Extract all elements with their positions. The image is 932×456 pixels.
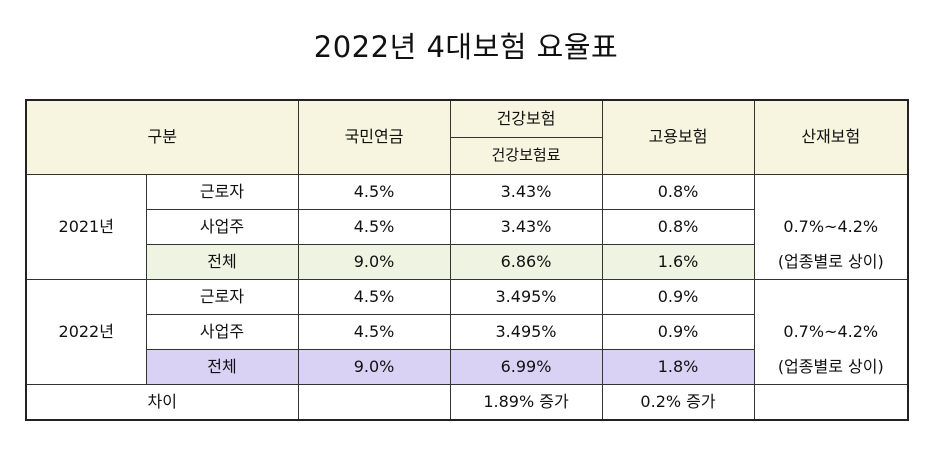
header-health-sub: 건강보험료	[449, 137, 603, 175]
health-cell-total: 6.86%	[449, 244, 603, 280]
health-cell: 3.495%	[449, 314, 603, 350]
industrial-rate-line1: 0.7%~4.2%	[753, 314, 909, 350]
industrial-empty-cell	[753, 174, 909, 210]
difference-pension	[297, 384, 451, 421]
role-cell-total: 전체	[145, 244, 299, 280]
table-row: 사업주 4.5% 3.43% 0.8% 0.7%~4.2%	[26, 209, 909, 245]
pension-cell-total: 9.0%	[297, 349, 451, 385]
role-cell-total: 전체	[145, 349, 299, 385]
pension-cell: 4.5%	[297, 279, 451, 315]
header-category: 구분	[25, 99, 299, 175]
industrial-rate-line1: 0.7%~4.2%	[753, 209, 909, 245]
difference-industrial	[753, 384, 909, 421]
header-employment: 고용보험	[601, 99, 755, 175]
difference-label: 차이	[25, 384, 299, 421]
employment-cell-total: 1.6%	[601, 244, 755, 280]
employment-cell: 0.9%	[601, 279, 755, 315]
employment-cell: 0.8%	[601, 209, 755, 245]
table-row-total: 전체 9.0% 6.99% 1.8% (업종별로 상이)	[26, 349, 909, 385]
role-cell: 근로자	[145, 279, 299, 315]
industrial-rate-line2: (업종별로 상이)	[753, 349, 909, 385]
difference-row: 차이 1.89% 증가 0.2% 증가	[25, 384, 909, 421]
pension-cell: 4.5%	[297, 209, 451, 245]
health-cell: 3.495%	[449, 279, 603, 315]
year-label: 2021년	[25, 174, 147, 280]
header-health-group: 건강보험	[449, 99, 603, 138]
role-cell: 사업주	[145, 209, 299, 245]
pension-cell: 4.5%	[297, 314, 451, 350]
table-row-total: 전체 9.0% 6.86% 1.6% (업종별로 상이)	[26, 244, 909, 280]
health-cell-total: 6.99%	[449, 349, 603, 385]
header-industrial: 산재보험	[753, 99, 909, 175]
difference-health: 1.89% 증가	[449, 384, 603, 421]
pension-cell-total: 9.0%	[297, 244, 451, 280]
role-cell: 근로자	[145, 174, 299, 210]
health-cell: 3.43%	[449, 174, 603, 210]
industrial-rate-line2: (업종별로 상이)	[753, 244, 909, 280]
year-label: 2022년	[25, 279, 147, 385]
industrial-empty-cell	[753, 279, 909, 315]
employment-cell: 0.9%	[601, 314, 755, 350]
insurance-rate-table: 구분 국민연금 건강보험 고용보험 산재보험 건강보험료 2021년 근로자 4…	[25, 99, 910, 421]
header-pension: 국민연금	[297, 99, 451, 175]
table-row: 사업주 4.5% 3.495% 0.9% 0.7%~4.2%	[26, 314, 909, 350]
page-title: 2022년 4대보험 요율표	[313, 30, 619, 64]
table-row: 2022년 근로자 4.5% 3.495% 0.9%	[25, 279, 909, 385]
role-cell: 사업주	[145, 314, 299, 350]
difference-employment: 0.2% 증가	[601, 384, 755, 421]
header-subrow: 건강보험료	[26, 137, 908, 175]
header-row: 구분 국민연금 건강보험 고용보험 산재보험	[25, 99, 909, 175]
pension-cell: 4.5%	[297, 174, 451, 210]
table-row: 2021년 근로자 4.5% 3.43% 0.8%	[25, 174, 909, 280]
employment-cell: 0.8%	[601, 174, 755, 210]
employment-cell-total: 1.8%	[601, 349, 755, 385]
health-cell: 3.43%	[449, 209, 603, 245]
